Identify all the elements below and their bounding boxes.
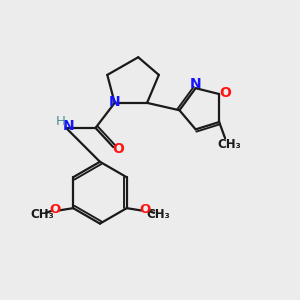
Text: CH₃: CH₃ bbox=[30, 208, 54, 221]
Text: N: N bbox=[190, 77, 202, 91]
Text: N: N bbox=[63, 119, 74, 134]
Text: O: O bbox=[140, 203, 151, 216]
Text: N: N bbox=[109, 95, 121, 109]
Text: O: O bbox=[112, 142, 124, 155]
Text: O: O bbox=[49, 203, 60, 216]
Text: O: O bbox=[219, 85, 231, 100]
Text: CH₃: CH₃ bbox=[218, 138, 242, 151]
Text: CH₃: CH₃ bbox=[146, 208, 170, 221]
Text: H: H bbox=[55, 115, 65, 128]
